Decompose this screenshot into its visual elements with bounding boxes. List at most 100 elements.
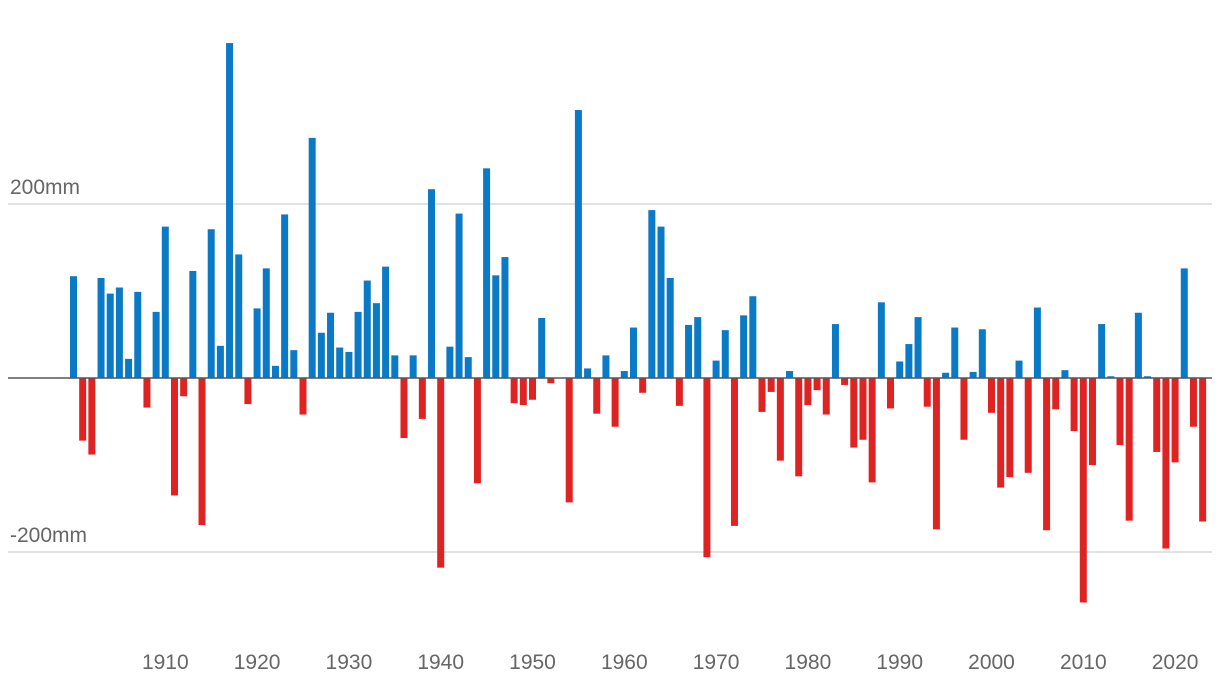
bar-2007 bbox=[1052, 378, 1060, 410]
bar-1969 bbox=[703, 378, 711, 558]
bar-1994 bbox=[932, 378, 940, 530]
y-axis-labels: 200mm -200mm bbox=[10, 176, 87, 547]
bar-1960 bbox=[620, 371, 628, 378]
bar-1916 bbox=[216, 345, 224, 378]
bar-1963 bbox=[648, 210, 656, 378]
bar-1992 bbox=[914, 317, 922, 378]
bar-1997 bbox=[960, 378, 968, 440]
bar-2013 bbox=[1107, 376, 1115, 378]
bar-2020 bbox=[1171, 378, 1179, 463]
x-tick-label: 2000 bbox=[968, 651, 1015, 674]
bar-1920 bbox=[253, 308, 261, 378]
x-tick-label: 1920 bbox=[234, 651, 281, 674]
bar-1941 bbox=[446, 346, 454, 378]
bar-1990 bbox=[896, 361, 904, 378]
x-tick-label: 1950 bbox=[509, 651, 556, 674]
bar-1909 bbox=[152, 311, 160, 378]
bar-1912 bbox=[180, 378, 188, 397]
bar-2001 bbox=[997, 378, 1005, 488]
bar-1932 bbox=[363, 280, 371, 378]
bar-1965 bbox=[666, 277, 674, 378]
bar-1914 bbox=[198, 378, 206, 526]
x-tick-label: 1960 bbox=[601, 651, 648, 674]
bar-1901 bbox=[79, 378, 87, 441]
bar-2019 bbox=[1162, 378, 1170, 549]
bar-1986 bbox=[859, 378, 867, 440]
bar-2006 bbox=[1043, 378, 1051, 531]
bar-1955 bbox=[574, 110, 582, 378]
bar-1966 bbox=[675, 378, 683, 406]
x-tick-label: 1980 bbox=[785, 651, 832, 674]
bar-1991 bbox=[905, 344, 913, 378]
bar-1968 bbox=[694, 317, 702, 378]
bar-1961 bbox=[629, 327, 637, 378]
bar-1902 bbox=[88, 378, 96, 455]
bar-2015 bbox=[1125, 378, 1133, 521]
bar-1956 bbox=[584, 368, 592, 378]
bar-2021 bbox=[1180, 268, 1188, 378]
bar-1936 bbox=[400, 378, 408, 439]
x-tick-label: 1910 bbox=[142, 651, 189, 674]
bar-2009 bbox=[1070, 378, 1078, 432]
bar-1987 bbox=[868, 378, 876, 483]
bar-1957 bbox=[593, 378, 601, 414]
bar-1908 bbox=[143, 378, 151, 408]
bar-1964 bbox=[657, 226, 665, 378]
bar-1933 bbox=[372, 303, 380, 378]
bar-1925 bbox=[299, 378, 307, 415]
bar-2011 bbox=[1088, 378, 1096, 465]
x-tick-label: 1970 bbox=[693, 651, 740, 674]
bar-1939 bbox=[428, 189, 436, 378]
bar-1977 bbox=[776, 378, 784, 461]
bar-1988 bbox=[877, 302, 885, 378]
bar-1906 bbox=[125, 358, 133, 378]
bar-1989 bbox=[887, 378, 895, 409]
bar-1910 bbox=[161, 226, 169, 378]
bar-1983 bbox=[831, 324, 839, 378]
bar-2014 bbox=[1116, 378, 1124, 445]
bar-1943 bbox=[464, 357, 472, 378]
bar-1918 bbox=[235, 254, 243, 378]
bar-1937 bbox=[409, 355, 417, 378]
bar-2003 bbox=[1015, 360, 1023, 378]
bar-1975 bbox=[758, 378, 766, 412]
bar-1973 bbox=[740, 315, 748, 378]
bar-1929 bbox=[336, 347, 344, 378]
bar-1949 bbox=[519, 378, 527, 405]
bar-1950 bbox=[529, 378, 536, 400]
bar-1967 bbox=[685, 324, 693, 378]
bar-1998 bbox=[969, 371, 977, 378]
bar-2017 bbox=[1144, 376, 1152, 378]
bar-1979 bbox=[795, 378, 803, 477]
bar-1952 bbox=[547, 378, 555, 384]
bar-1919 bbox=[244, 378, 252, 405]
bar-1971 bbox=[721, 330, 729, 378]
bar-1907 bbox=[134, 291, 142, 378]
bar-1921 bbox=[262, 268, 270, 378]
bar-1928 bbox=[327, 312, 335, 378]
bar-2008 bbox=[1061, 370, 1069, 378]
x-tick-label: 1930 bbox=[326, 651, 373, 674]
bar-1970 bbox=[712, 360, 720, 378]
bar-1999 bbox=[978, 329, 986, 378]
bar-1962 bbox=[639, 378, 647, 393]
bar-2000 bbox=[988, 378, 995, 413]
bar-1940 bbox=[437, 378, 445, 568]
bar-1954 bbox=[565, 378, 573, 503]
x-tick-label: 2010 bbox=[1060, 651, 1107, 674]
bar-2023 bbox=[1199, 378, 1207, 522]
bar-1951 bbox=[538, 317, 546, 378]
bar-1978 bbox=[786, 371, 794, 378]
bar-2004 bbox=[1024, 378, 1032, 473]
bar-2010 bbox=[1079, 378, 1087, 603]
bar-1976 bbox=[767, 378, 775, 392]
bar-1930 bbox=[345, 351, 353, 378]
bar-1904 bbox=[106, 293, 114, 378]
bar-1980 bbox=[804, 378, 812, 405]
bar-1911 bbox=[170, 378, 178, 496]
bar-1934 bbox=[382, 266, 390, 378]
bar-2012 bbox=[1098, 324, 1106, 378]
bar-1996 bbox=[951, 327, 959, 378]
bar-1923 bbox=[281, 214, 289, 378]
